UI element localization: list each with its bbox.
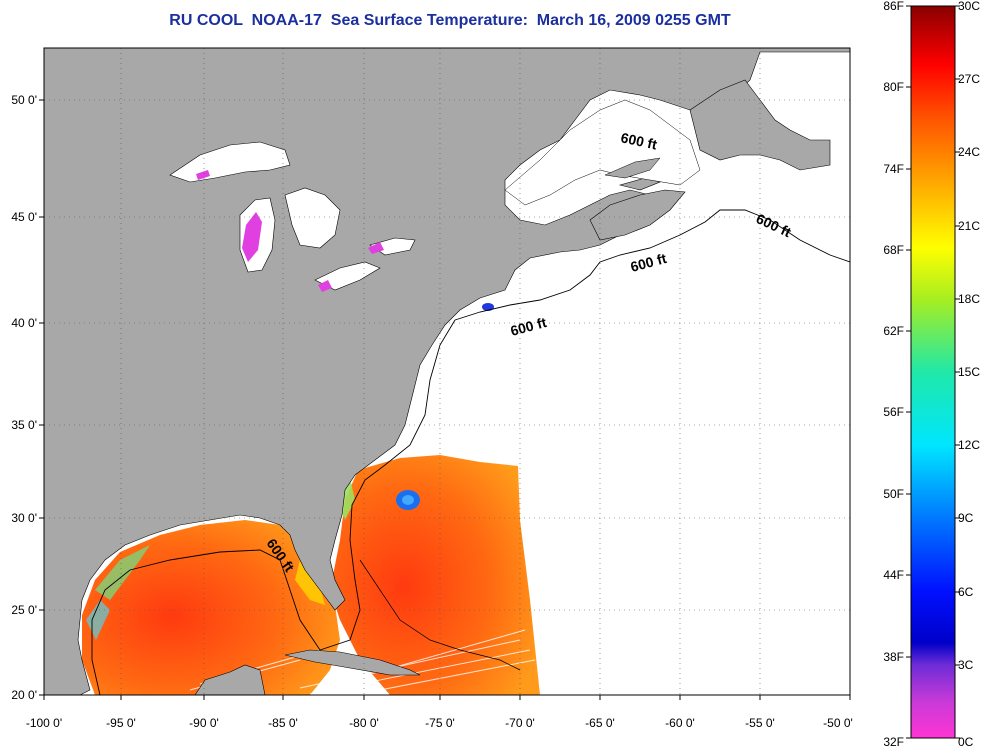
land-nova-scotia	[589, 189, 686, 241]
y-tick-label: 40 0'	[11, 316, 37, 330]
land-pei	[618, 177, 661, 191]
colorbar-celsius-label: 6C	[958, 585, 974, 599]
colorbar-celsius-label: 12C	[958, 438, 980, 452]
bahamas-bank-outline	[359, 559, 521, 671]
sst-data-gulf-stream	[330, 455, 540, 695]
colorbar-celsius-label: 30C	[958, 0, 980, 13]
y-tick-label: 30 0'	[11, 511, 37, 525]
y-tick-label: 20 0'	[11, 688, 37, 702]
colorbar-fahrenheit-label: 50F	[883, 487, 904, 501]
colorbar-celsius-label: 18C	[958, 292, 980, 306]
gulf-of-st-lawrence	[504, 99, 701, 206]
sst-data-gulf-of-mexico	[82, 520, 340, 695]
y-tick-label: 35 0'	[11, 418, 37, 432]
x-tick-label: -80 0'	[349, 716, 379, 730]
isobath-600ft	[454, 209, 850, 321]
colorbar-fahrenheit-label: 32F	[883, 735, 904, 749]
contour-label-600ft: 600 ft	[619, 129, 658, 152]
x-tick-label: -75 0'	[425, 716, 455, 730]
lake-ontario-cold-spot	[368, 242, 384, 254]
colorbar-celsius-label: 21C	[958, 219, 980, 233]
axis-ticks	[39, 99, 851, 700]
x-tick-label: -85 0'	[268, 716, 298, 730]
sst-cool-water-gulf-shelf	[95, 545, 150, 600]
y-tick-label: 45 0'	[11, 210, 37, 224]
colorbar-celsius-label: 15C	[958, 365, 980, 379]
colorbar-fahrenheit-label: 86F	[883, 0, 904, 13]
colorbar-celsius-label: 0C	[958, 735, 974, 749]
land-anticosti	[604, 157, 661, 179]
colorbar	[910, 5, 956, 739]
x-tick-label: -95 0'	[106, 716, 136, 730]
lake-erie-cold-spot	[318, 280, 332, 292]
x-tick-label: -50 0'	[823, 716, 853, 730]
x-tick-label: -100 0'	[26, 716, 62, 730]
colorbar-celsius-label: 3C	[958, 658, 974, 672]
lake-superior	[169, 141, 291, 183]
colorbar-fahrenheit-label: 68F	[883, 243, 904, 257]
land-newfoundland	[689, 79, 831, 171]
map-title: RU COOL NOAA-17 Sea Surface Temperature:…	[169, 12, 731, 29]
lake-superior-cold-spot	[196, 170, 210, 180]
land-cuba	[284, 649, 421, 676]
sst-water-florida-shelf	[295, 560, 325, 605]
x-tick-label: -60 0'	[665, 716, 695, 730]
colorbar-celsius-label: 24C	[958, 145, 980, 159]
colorbar-fahrenheit-label: 44F	[883, 568, 904, 582]
sst-cold-eddy-core	[402, 495, 414, 505]
colorbar-fahrenheit-label: 74F	[883, 162, 904, 176]
x-tick-label: -65 0'	[585, 716, 615, 730]
x-tick-label: -70 0'	[505, 716, 535, 730]
isobath-600ft-south	[91, 319, 456, 695]
lake-huron	[284, 187, 341, 249]
colorbar-ticks	[906, 5, 960, 739]
land-yucatan	[194, 664, 266, 695]
colorbar-fahrenheit-label: 80F	[883, 80, 904, 94]
colorbar-celsius-label: 9C	[958, 511, 974, 525]
lake-michigan-cold-spot	[242, 212, 262, 262]
colorbar-fahrenheit-label: 56F	[883, 405, 904, 419]
y-tick-label: 25 0'	[11, 603, 37, 617]
colorbar-fahrenheit-label: 38F	[883, 650, 904, 664]
colorbar-celsius-label: 27C	[958, 72, 980, 86]
map-frame	[43, 47, 851, 696]
x-tick-label: -55 0'	[745, 716, 775, 730]
x-tick-label: -90 0'	[189, 716, 219, 730]
colorbar-fahrenheit-label: 62F	[883, 324, 904, 338]
y-tick-label: 50 0'	[11, 93, 37, 107]
